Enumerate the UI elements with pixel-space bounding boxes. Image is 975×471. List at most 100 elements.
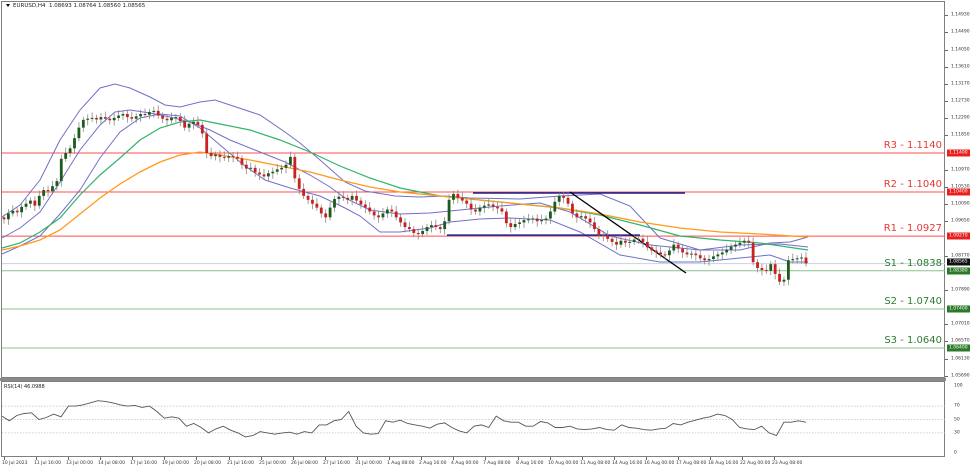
bull-candle xyxy=(134,116,138,119)
rsi-tick-label: 0 xyxy=(954,450,957,456)
pane-separator[interactable] xyxy=(0,378,946,381)
bear-candle xyxy=(200,124,204,134)
bull-candle xyxy=(7,213,10,220)
x-tick-label: 23 Aug 08:00 xyxy=(772,461,803,466)
x-tick xyxy=(421,457,422,460)
bear-candle xyxy=(610,238,614,242)
bear-candle xyxy=(778,273,781,282)
x-tick-label: 16 Aug 00:00 xyxy=(644,461,675,466)
bull-candle xyxy=(553,201,557,212)
bear-candle xyxy=(253,167,257,173)
bull-candle xyxy=(81,119,85,128)
bear-candle xyxy=(2,217,6,220)
bear-candle xyxy=(676,244,680,249)
x-tick-label: 25 Jul 00:00 xyxy=(259,461,286,466)
bear-candle xyxy=(623,240,627,243)
bear-candle xyxy=(244,164,248,169)
bear-candle xyxy=(681,248,685,253)
x-tick xyxy=(614,457,615,460)
bull-candle xyxy=(716,254,720,257)
bull-candle xyxy=(522,220,526,223)
y-tick-label: 1.14490 xyxy=(951,29,970,35)
x-tick-label: 11 Aug 08:00 xyxy=(580,461,611,466)
x-tick-label: 14 Jul 08:00 xyxy=(98,461,125,466)
bear-candle xyxy=(773,264,777,274)
x-tick-label: 20 Jul 08:00 xyxy=(194,461,221,466)
bull-candle xyxy=(77,127,81,139)
level-label-s1: S1 - 1.0838 xyxy=(884,257,942,269)
bull-candle xyxy=(544,218,548,221)
bear-candle xyxy=(240,158,244,165)
x-tick xyxy=(678,457,679,460)
y-tick xyxy=(945,66,948,68)
x-tick xyxy=(518,457,519,460)
bear-candle xyxy=(562,195,566,198)
bear-candle xyxy=(460,197,464,201)
bull-candle xyxy=(800,257,803,259)
bear-candle xyxy=(399,217,402,223)
bull-candle xyxy=(628,241,632,243)
x-tick-label: 27 Jul 16:00 xyxy=(323,461,350,466)
y-tick xyxy=(945,324,948,326)
bull-candle xyxy=(68,148,72,153)
bear-candle xyxy=(205,133,209,153)
bear-candle xyxy=(390,209,394,212)
price-tag-s3: 1.06400 xyxy=(947,344,970,352)
bull-candle xyxy=(337,196,341,200)
x-tick-label: 7 Aug 08:00 xyxy=(483,461,511,466)
bear-candle xyxy=(659,252,662,255)
bull-candle xyxy=(11,210,15,214)
bull-candle xyxy=(333,199,336,208)
bull-candle xyxy=(20,206,24,213)
bear-candle xyxy=(209,153,213,157)
bollinger-mid xyxy=(1,109,809,251)
bull-candle xyxy=(99,117,103,120)
bull-candle xyxy=(531,218,535,220)
bear-candle xyxy=(293,156,297,179)
bear-candle xyxy=(438,227,442,230)
bear-candle xyxy=(363,204,367,208)
price-chart-pane[interactable] xyxy=(1,1,945,378)
bear-candle xyxy=(143,114,147,115)
bull-candle xyxy=(42,190,46,196)
bull-candle xyxy=(29,200,32,204)
bull-candle xyxy=(24,203,28,207)
bear-candle xyxy=(566,197,570,204)
bull-candle xyxy=(187,123,191,128)
bull-candle xyxy=(249,167,253,169)
rsi-pane[interactable] xyxy=(1,381,945,457)
bear-candle xyxy=(306,195,310,200)
x-tick-label: 22 Aug 00:00 xyxy=(740,461,771,466)
x-tick xyxy=(774,457,775,460)
bear-candle xyxy=(368,207,372,212)
bull-candle xyxy=(447,199,451,222)
y-tick-label: 1.07010 xyxy=(951,321,970,327)
bear-candle xyxy=(496,206,499,209)
bull-candle xyxy=(791,259,795,261)
bear-candle xyxy=(535,218,539,222)
moving-average-green xyxy=(1,119,809,251)
y-tick-label: 1.07890 xyxy=(951,287,970,293)
bear-candle xyxy=(403,222,407,228)
y-tick-label: 1.13170 xyxy=(951,81,970,87)
x-tick-label: 21 Jul 16:00 xyxy=(227,461,254,466)
y-tick-label: 1.10090 xyxy=(951,201,970,207)
dropdown-triangle-icon[interactable] xyxy=(6,4,10,7)
bull-candle xyxy=(51,186,54,192)
y-tick xyxy=(945,255,948,257)
ohlc-values: 1.08693 1.08764 1.08560 1.08565 xyxy=(48,3,146,9)
x-tick xyxy=(68,457,69,460)
x-tick-label: 2 Aug 16:00 xyxy=(419,461,447,466)
price-tag-r3: 1.11400 xyxy=(947,149,970,157)
x-tick-label: 18 Aug 16:00 xyxy=(708,461,739,466)
price-tag-s2: 1.07400 xyxy=(947,305,970,313)
x-tick-label: 13 Jul 00:00 xyxy=(66,461,93,466)
bull-candle xyxy=(271,171,275,174)
price-tag-r2: 1.10400 xyxy=(947,188,970,196)
bear-candle xyxy=(469,203,473,210)
rsi-tick-label: 100 xyxy=(954,383,963,389)
x-tick xyxy=(453,457,454,460)
y-tick-label: 1.10970 xyxy=(951,167,970,173)
y-tick xyxy=(945,186,948,188)
